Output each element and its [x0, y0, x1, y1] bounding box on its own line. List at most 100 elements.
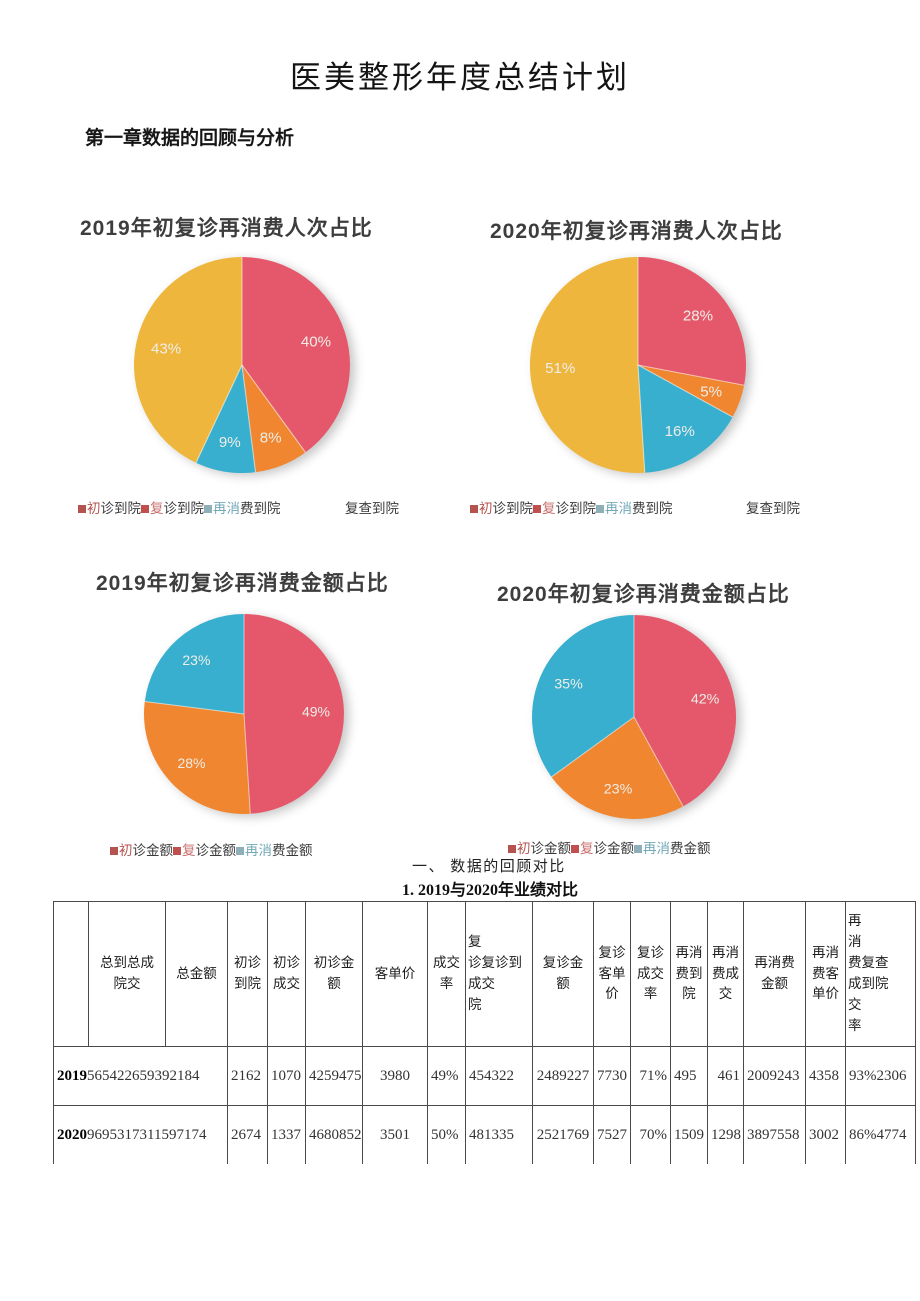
legend-2020-visits: 初诊到院 复诊到院 再消费到院 — [470, 497, 673, 517]
table-cell: 1298 — [707, 1105, 744, 1164]
pie-slice-再消费到院 — [638, 365, 733, 473]
pie-slice-separator — [144, 700, 245, 715]
legend-label: 初 — [479, 501, 493, 516]
table-header-cell: 再消 费到 院 — [670, 901, 708, 1047]
pie-slice-复查到院 — [134, 257, 242, 463]
pie-percent-label: 5% — [700, 384, 722, 401]
table-cell: 454322 — [465, 1046, 533, 1106]
table-header-cell: 总金额 — [165, 901, 228, 1047]
table-cell-year-total: 2019565422659392184 — [53, 1046, 228, 1106]
pie-percent-label: 9% — [219, 434, 241, 451]
table-cell: 93%2306 — [845, 1046, 916, 1106]
pie-slice-复诊到院 — [638, 365, 745, 418]
legend-label: 再消 — [245, 843, 272, 858]
pie-percent-label: 51% — [545, 360, 575, 377]
legend-label: 诊到院 — [492, 501, 534, 516]
table-cell: 461 — [707, 1046, 744, 1106]
legend-marker-icon — [508, 844, 516, 853]
legend-label: 诊金额 — [132, 843, 174, 858]
legend-label: 复 — [182, 843, 196, 858]
pie-svg: 49% 28% 23% — [144, 614, 344, 814]
table-cell: 70% — [630, 1105, 671, 1164]
pie-slice-再消费金额 — [144, 614, 244, 714]
table-header-cell: 复诊 客单 价 — [593, 901, 631, 1047]
legend-label: 费到院 — [240, 501, 281, 516]
pie-slice-separator — [243, 713, 251, 814]
legend-label: 再消 — [643, 841, 670, 856]
table-cell: 495 — [670, 1046, 708, 1106]
pie-slice-复诊到院 — [242, 365, 306, 473]
pie-slice-复诊金额 — [551, 717, 684, 820]
table-cell: 3501 — [362, 1105, 428, 1164]
legend-label: 诊到院 — [555, 501, 597, 516]
pie-slice-separator — [637, 364, 733, 418]
pie-percent-label: 49% — [302, 704, 330, 720]
legend-label: 复 — [580, 841, 594, 856]
legend-marker-icon — [110, 846, 118, 855]
year-label: 2019 — [57, 1067, 87, 1084]
pie-chart-2019-amount: 49% 28% 23% — [144, 614, 344, 814]
table-cell: 3980 — [362, 1046, 428, 1106]
pie-slice-初诊金额 — [244, 614, 344, 814]
pie-percent-label: 28% — [683, 308, 713, 325]
subsection-heading: 一、 数据的回顾对比 — [412, 859, 566, 875]
legend-extra-2019-visits: 复查到院 — [345, 501, 399, 516]
table-cell: 2521769 — [532, 1105, 594, 1164]
pie-percent-label: 16% — [665, 423, 695, 440]
table-header-cell: 初诊金 额 — [305, 901, 363, 1047]
table-cell: 1337 — [267, 1105, 306, 1164]
table-header-cell: 客单价 — [362, 901, 428, 1047]
chart-title-2020-visits: 2020年初复诊再消费人次占比 — [490, 220, 783, 243]
table-cell: 7527 — [593, 1105, 631, 1164]
legend-marker-icon — [634, 844, 642, 853]
table-header-cell: 复诊 成交 率 — [630, 901, 671, 1047]
chart-title-2019-amount: 2019年初复诊再消费金额占比 — [96, 572, 389, 595]
legend-2020-amount: 初诊金额 复诊金额 再消费金额 — [508, 837, 711, 857]
legend-label: 诊金额 — [530, 841, 572, 856]
legend-marker-icon — [470, 504, 478, 513]
pie-percent-label: 35% — [554, 677, 583, 693]
table-cell: 2162 — [227, 1046, 268, 1106]
table-row: 2019565422659392184 2162 1070 4259475 3980 49… — [53, 1046, 916, 1106]
table-header-cell: 再消费 金额 — [743, 901, 806, 1047]
legend-label: 复 — [150, 501, 164, 516]
table-cell: 2674 — [227, 1105, 268, 1164]
legend-label: 复 — [542, 501, 556, 516]
legend-marker-icon — [78, 504, 86, 513]
table-header-cell: 成交 率 — [427, 901, 466, 1047]
pie-percent-label: 40% — [301, 333, 331, 350]
table-cell: 49% — [427, 1046, 466, 1106]
legend-marker-icon — [533, 504, 541, 513]
table-header-cell: 初诊 成交 — [267, 901, 306, 1047]
pie-slice-初诊到院 — [638, 257, 747, 386]
pie-svg: 40% 8% 9% 43% — [134, 257, 350, 473]
table-header-cell: 再消 费成 交 — [707, 901, 744, 1047]
table-header-cell — [53, 901, 89, 1047]
legend-marker-icon — [141, 504, 149, 513]
pie-slice-复诊金额 — [144, 701, 251, 814]
legend-label: 费金额 — [670, 841, 711, 856]
table-cell: 4259475 — [305, 1046, 363, 1106]
pie-slice-再消费金额 — [532, 615, 634, 777]
table-cell: 1509 — [670, 1105, 708, 1164]
pie-slice-separator — [637, 364, 646, 473]
table-header-cell: 总到总成 院交 — [88, 901, 166, 1047]
legend-extra-2020-visits: 复查到院 — [746, 501, 800, 516]
table-header-cell: 再 消 费复查 成到院 交 率 — [845, 901, 916, 1047]
legend-label: 初 — [517, 841, 531, 856]
pie-slice-separator — [633, 716, 684, 807]
table-cell: 4680852 — [305, 1105, 363, 1164]
year-label: 2020 — [57, 1126, 87, 1143]
pie-slice-separator — [195, 364, 243, 463]
table-header-row: 总到总成 院交 总金额 初诊 到院 初诊 成交 初诊金 额客单价 成交 率复 诊复诊到 成… — [53, 901, 916, 1047]
pie-slice-separator — [241, 364, 257, 473]
pie-chart-2019-visits: 40% 8% 9% 43% — [134, 257, 350, 473]
legend-label: 诊到院 — [100, 501, 142, 516]
pie-percent-label: 23% — [604, 782, 633, 798]
table-cell: 71% — [630, 1046, 671, 1106]
legend-label: 诊到院 — [163, 501, 205, 516]
legend-label: 再消 — [605, 501, 632, 516]
pie-percent-label: 8% — [260, 430, 282, 447]
table-header-cell: 再消 费客 单价 — [805, 901, 846, 1047]
